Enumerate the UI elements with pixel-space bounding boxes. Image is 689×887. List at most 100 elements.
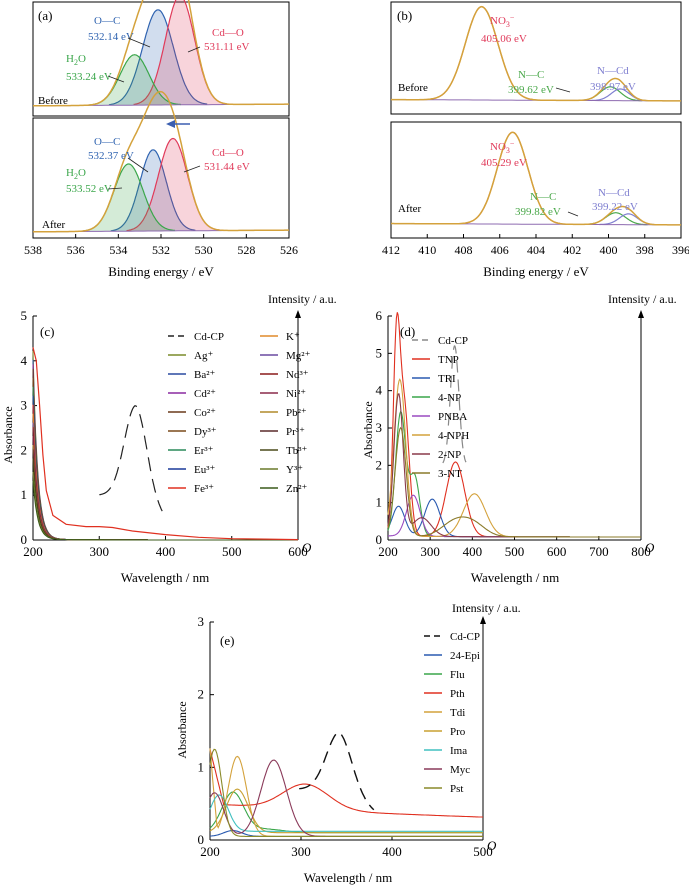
x-tick-label: 398: [636, 243, 654, 257]
x-tick-label: 300: [291, 844, 311, 859]
a-before-cdo-value: 531.11 eV: [204, 41, 249, 53]
(a)-Before-fill-0: [108, 9, 208, 106]
panel-c-ylabel: Absorbance: [1, 406, 15, 463]
b-after-no3-value: 405.29 eV: [481, 157, 527, 169]
d-legend-label: TNP: [438, 354, 459, 366]
(b)-After-envelope: [391, 131, 681, 226]
intensity-axis-arrow: [480, 616, 486, 624]
y-tick-label: 2: [21, 442, 28, 457]
e-legend-label: Pth: [450, 688, 465, 700]
x-tick-label: 404: [527, 243, 545, 257]
d-legend-label: 3-NT: [438, 468, 462, 480]
panel-b-xlabel: Binding energy / eV: [483, 264, 589, 279]
intensity-axis-arrow: [638, 310, 644, 318]
panel-b-curves: [390, 5, 681, 226]
d-analyte-series: [387, 410, 641, 538]
e-legend-label: Tdi: [450, 707, 465, 719]
x-tick-label: 400: [463, 544, 483, 559]
intensity-axis-arrow: [295, 310, 301, 318]
c-legend-label: Zn²⁺: [286, 483, 308, 495]
b-before-nc-value: 399.62 eV: [508, 84, 554, 96]
y-tick-label: 1: [198, 759, 205, 774]
(a)-After-fill-0: [110, 149, 196, 232]
panel-b-after-frame: [390, 121, 682, 239]
panel-b-x-ticks: 412 410 408 406 404 402 400 398 396: [382, 234, 689, 257]
c-legend-label: Ag⁺: [194, 350, 213, 362]
c-legend-label: Dy³⁺: [194, 426, 217, 438]
panel-c-uv-cations: 200 300 400 500 600 0 1 2 3 4 5 (c) Intensity / a.…: [1, 292, 337, 585]
a-before-h2o-value: 533.24 eV: [66, 71, 112, 83]
panel-c-plot: 200 300 400 500 600 0 1 2 3 4 5: [21, 308, 308, 559]
b-before-nc-name: N—C: [518, 69, 544, 81]
y-tick-label: 1: [376, 495, 383, 510]
b-before-no3-value: 405.06 eV: [481, 33, 527, 45]
c-ion-series: [32, 395, 298, 541]
e-pesticide-series: [209, 749, 484, 818]
y-tick-label: 0: [21, 532, 28, 547]
x-tick-label: 530: [195, 243, 213, 257]
c-legend-label: Pb²⁺: [286, 407, 307, 419]
c-ion-series: [32, 458, 298, 541]
a-before-h2o-name: H2O: [66, 53, 86, 67]
e-cdcp-excitation: [299, 731, 375, 811]
y-tick-label: 1: [21, 487, 28, 502]
panel-d-ylabel2: Intensity / a.u.: [608, 292, 677, 306]
a-after-oc-value: 532.37 eV: [88, 150, 134, 162]
x-tick-label: 408: [455, 243, 473, 257]
b-after-ncd-value: 399.22 eV: [592, 201, 638, 213]
x-tick-label: 402: [563, 243, 581, 257]
a-before-oc-value: 532.14 eV: [88, 31, 134, 43]
c-ion-series: [32, 368, 298, 541]
panel-c-ylabel2: Intensity / a.u.: [268, 292, 337, 306]
panel-b-label: (b): [397, 8, 412, 23]
panel-a-before-label: Before: [38, 95, 68, 107]
x-tick-label: 400: [600, 243, 618, 257]
(a)-After-fill-2: [82, 164, 175, 232]
d-legend-label: 4-NPH: [438, 430, 469, 442]
x-tick-label: 500: [222, 544, 242, 559]
y-tick-label: 3: [198, 614, 205, 629]
d-legend-label: TRI: [438, 373, 456, 385]
x-tick-label: 396: [672, 243, 689, 257]
b-after-nc-name: N—C: [530, 191, 556, 203]
c-legend-label: Pr³⁺: [286, 426, 305, 438]
a-after-cdo-value: 531.44 eV: [204, 161, 250, 173]
panel-e-origin: O: [487, 838, 497, 853]
c-legend-label: Co²⁺: [194, 407, 216, 419]
y-tick-label: 5: [21, 308, 28, 323]
x-tick-label: 532: [152, 243, 170, 257]
d-analyte-series: [387, 378, 641, 538]
e-legend-label: 24-Epi: [450, 650, 480, 662]
x-tick-label: 400: [156, 544, 176, 559]
e-pesticide-series: [209, 748, 483, 837]
y-tick-label: 3: [376, 420, 383, 435]
d-legend-label: Cd-CP: [438, 335, 468, 347]
e-pesticide-series: [209, 794, 483, 832]
y-tick-label: 2: [198, 687, 205, 702]
c-ion-series: [32, 364, 298, 541]
y-tick-label: 6: [376, 308, 383, 323]
panel-e-plot: 200 300 400 500 0 1 2 3: [198, 614, 493, 859]
c-legend-label: Cd²⁺: [194, 388, 216, 400]
c-ion-series: [32, 436, 298, 541]
c-legend-label: Er³⁺: [194, 445, 214, 457]
panel-e-ylabel2: Intensity / a.u.: [452, 601, 521, 615]
x-tick-label: 200: [23, 544, 43, 559]
x-tick-label: 300: [420, 544, 440, 559]
x-tick-label: 410: [418, 243, 436, 257]
panel-d-plot: 200 300 400 500 600 700 800 0 1 2 3 4 5 6: [376, 308, 651, 559]
c-legend-label: Mg²⁺: [286, 350, 311, 362]
a-after-cdo-name: Cd—O: [212, 147, 244, 159]
x-tick-label: 536: [67, 243, 85, 257]
d-cdcp-excitation: [442, 345, 467, 464]
a-after-h2o-value: 533.52 eV: [66, 183, 112, 195]
e-legend-label: Ima: [450, 745, 467, 757]
panel-c-legend: Cd-CP Ag⁺ Ba²⁺ Cd²⁺ Co²⁺ Dy³⁺ Er³⁺ Eu³⁺ Fe³⁺ K⁺ Mg…: [168, 331, 311, 495]
panel-b-before-label: Before: [398, 82, 428, 94]
panel-a-label: (a): [38, 8, 52, 23]
panel-b-before-frame: [390, 1, 682, 115]
x-tick-label: 300: [90, 544, 110, 559]
panel-a-before-frame: [32, 1, 290, 117]
x-tick-label: 528: [237, 243, 255, 257]
